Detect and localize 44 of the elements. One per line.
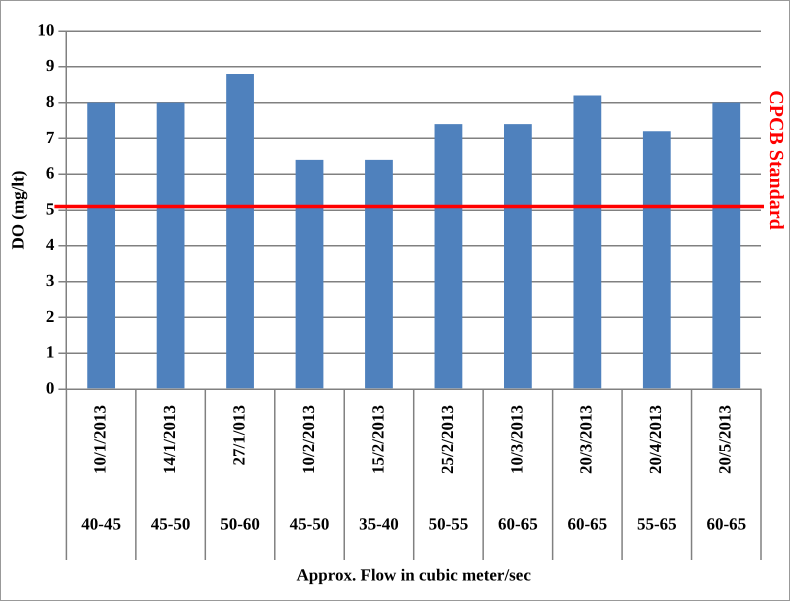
text: 50-55 — [428, 514, 468, 534]
bar — [226, 74, 254, 388]
text: 45-50 — [290, 514, 330, 534]
bar — [712, 102, 740, 388]
y-tick-label: 4 — [46, 235, 55, 254]
text: 50-60 — [220, 514, 260, 534]
y-tick-label: 7 — [46, 128, 55, 147]
bar — [296, 160, 324, 388]
x-tick-label: 25/2/2013 — [438, 405, 457, 474]
x-tick-label: 10/2/2013 — [298, 405, 318, 474]
bar — [504, 124, 532, 388]
x-tick-label: 14/1/2013 — [160, 405, 179, 474]
y-tick-label: 10 — [37, 20, 54, 40]
x-tick-label: 10/3/2013 — [507, 405, 526, 474]
x-tick-label: 20/3/2013 — [576, 405, 596, 474]
text: 45-50 — [150, 514, 190, 534]
bar — [434, 124, 462, 388]
y-tick-label: 9 — [46, 56, 54, 76]
bar — [365, 160, 393, 388]
bar — [87, 102, 116, 388]
text: 60-65 — [498, 514, 538, 534]
x-tick-label: 15/2/2013 — [368, 405, 388, 474]
text: 55-65 — [636, 514, 677, 534]
text: 60-65 — [568, 514, 608, 534]
text: 60-65 — [706, 514, 746, 534]
x-tick-label: 20/5/2013 — [716, 405, 735, 474]
y-tick-label: 5 — [46, 199, 54, 218]
x-tick-label: 27/1/013 — [229, 405, 248, 466]
y-tick-label: 0 — [46, 378, 54, 398]
x-tick-label: 20/4/2013 — [646, 405, 666, 474]
x-tick-label: 10/1/2013 — [90, 405, 110, 474]
y-tick-label: 2 — [46, 306, 54, 326]
bar — [642, 131, 671, 388]
text: 40-45 — [81, 514, 121, 534]
y-tick-label: 1 — [46, 342, 54, 362]
y-tick-label: 3 — [46, 271, 54, 290]
bar — [573, 95, 602, 388]
y-tick-label: 8 — [46, 92, 54, 111]
text: Approx. Flow in cubic meter/sec — [296, 565, 532, 584]
y-tick-label: 6 — [46, 164, 54, 183]
ref-line-label: CPCB Standard — [764, 90, 787, 230]
y-axis-title: DO (mg/lt) — [8, 170, 28, 250]
bar — [156, 102, 184, 388]
text: 35-40 — [359, 514, 399, 534]
